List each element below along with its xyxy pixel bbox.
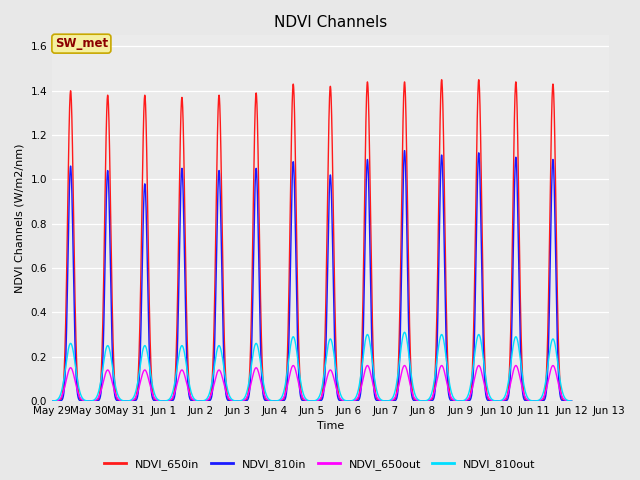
Line: NDVI_810out: NDVI_810out: [52, 332, 572, 401]
Title: NDVI Channels: NDVI Channels: [274, 15, 387, 30]
NDVI_650out: [48, 398, 56, 404]
NDVI_650in: [448, 397, 456, 403]
Text: SW_met: SW_met: [55, 37, 108, 50]
NDVI_650out: [271, 398, 278, 404]
NDVI_810in: [48, 398, 56, 404]
NDVI_650in: [383, 398, 390, 404]
NDVI_810out: [516, 355, 524, 361]
NDVI_810out: [383, 398, 390, 404]
NDVI_810in: [271, 398, 278, 404]
NDVI_650in: [516, 287, 524, 293]
NDVI_810out: [448, 392, 456, 397]
Line: NDVI_650in: NDVI_650in: [52, 80, 572, 401]
NDVI_810in: [383, 398, 390, 404]
NDVI_810out: [271, 398, 278, 404]
NDVI_650out: [549, 363, 557, 369]
NDVI_650out: [104, 367, 111, 373]
NDVI_650in: [475, 77, 483, 83]
NDVI_810in: [401, 148, 408, 154]
NDVI_810in: [516, 337, 524, 343]
NDVI_650in: [250, 163, 258, 168]
NDVI_650in: [48, 398, 56, 404]
NDVI_650out: [568, 398, 575, 404]
NDVI_810in: [104, 168, 111, 174]
NDVI_810in: [568, 398, 575, 404]
NDVI_650out: [250, 369, 258, 374]
NDVI_810in: [448, 398, 456, 404]
NDVI_810out: [48, 398, 56, 404]
NDVI_650out: [516, 375, 524, 381]
NDVI_650out: [448, 396, 456, 401]
NDVI_650in: [568, 398, 575, 404]
Y-axis label: NDVI Channels (W/m2/nm): NDVI Channels (W/m2/nm): [15, 144, 25, 293]
Legend: NDVI_650in, NDVI_810in, NDVI_650out, NDVI_810out: NDVI_650in, NDVI_810in, NDVI_650out, NDV…: [100, 455, 540, 474]
NDVI_810out: [250, 346, 258, 352]
NDVI_810in: [250, 234, 258, 240]
NDVI_810out: [401, 329, 408, 335]
Line: NDVI_810in: NDVI_810in: [52, 151, 572, 401]
NDVI_650in: [271, 398, 278, 404]
NDVI_650in: [104, 93, 111, 98]
X-axis label: Time: Time: [317, 421, 344, 432]
Line: NDVI_650out: NDVI_650out: [52, 366, 572, 401]
NDVI_810out: [104, 343, 111, 348]
NDVI_810out: [568, 398, 575, 404]
NDVI_650out: [383, 398, 390, 404]
